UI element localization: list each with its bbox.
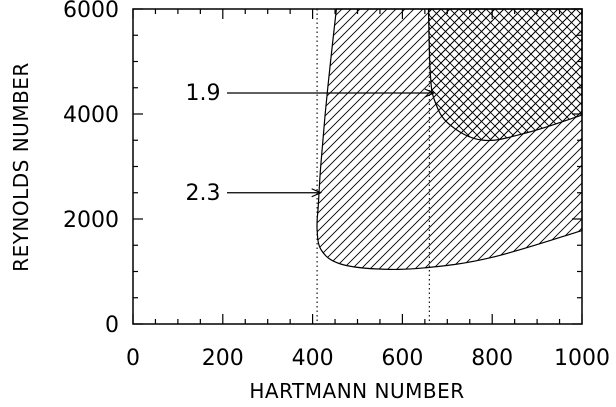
y-tick-label: 0: [105, 313, 119, 338]
x-tick-label: 600: [381, 346, 423, 371]
annotation-arrowhead-2: [311, 188, 323, 198]
x-tick-label: 1000: [554, 346, 610, 371]
x-axis-title: HARTMANN NUMBER: [249, 379, 464, 403]
reference-lines: [316, 9, 430, 324]
x-tick-label: 0: [126, 346, 140, 371]
x-tick-label: 400: [292, 346, 334, 371]
annotation-label-2: 2.3: [186, 181, 221, 206]
annotation-label-1: 1.9: [186, 81, 221, 106]
x-tick-label: 200: [202, 346, 244, 371]
y-tick-label: 2000: [63, 208, 119, 233]
y-axis-title: REYNOLDS NUMBER: [9, 62, 33, 272]
regions: [316, 8, 583, 271]
annotations: 1.9 2.3: [186, 81, 436, 206]
y-tick-label: 4000: [63, 103, 119, 128]
x-tick-label: 800: [471, 346, 513, 371]
y-tick-label: 6000: [63, 0, 119, 23]
annotation-arrowhead-1: [424, 88, 436, 98]
axes: 0 200 400 600 800 1000 0 2000 4000 6000: [63, 0, 610, 371]
region-2: [427, 8, 583, 142]
